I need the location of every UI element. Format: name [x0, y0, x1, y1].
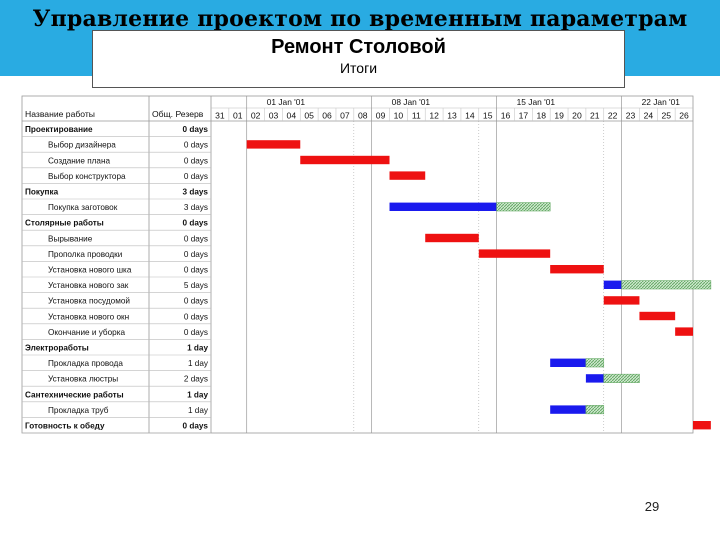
day-label: 26 [679, 111, 689, 121]
task-name: Окончание и уборка [48, 328, 125, 337]
day-label: 13 [447, 111, 457, 121]
day-label: 20 [572, 111, 582, 121]
column-header-slack: Общ. Резерв [152, 109, 204, 119]
day-label: 25 [661, 111, 671, 121]
task-name: Установка посудомой [48, 297, 130, 306]
task-name: Установка нового окн [48, 312, 129, 321]
task-slack: 1 day [187, 390, 208, 399]
task-name: Сантехнические работы [25, 389, 124, 399]
task-slack: 0 days [184, 172, 208, 181]
task-name: Столярные работы [25, 218, 104, 228]
task-slack: 0 days [184, 234, 208, 243]
task-slack: 3 days [184, 203, 208, 212]
critical-task-bar [550, 265, 604, 274]
slack-bar [603, 373, 640, 383]
critical-task-bar [603, 296, 640, 305]
task-name: Прокладка труб [48, 406, 109, 415]
task-bar [550, 358, 586, 367]
task-bar [550, 405, 586, 414]
critical-task-bar [425, 233, 479, 243]
task-name: Выбор конструктора [48, 172, 126, 181]
week-label: 22 Jan '01 [642, 97, 681, 107]
day-label: 10 [394, 111, 404, 121]
week-label: 08 Jan '01 [392, 97, 431, 107]
task-slack: 0 days [183, 219, 209, 228]
day-label: 31 [215, 111, 225, 121]
task-slack: 2 days [184, 375, 208, 384]
task-name: Проектирование [25, 125, 93, 134]
task-name: Электроработы [25, 343, 89, 353]
slack-bar [496, 202, 551, 212]
project-subtitle: Итоги [339, 60, 378, 76]
task-slack: 5 days [184, 281, 208, 290]
day-label: 17 [519, 111, 529, 121]
day-label: 04 [287, 111, 297, 121]
day-label: 02 [251, 111, 261, 121]
task-name: Установка нового шка [48, 266, 132, 275]
task-name: Создание плана [48, 156, 110, 165]
critical-task-bar [246, 140, 301, 149]
day-label: 08 [358, 111, 368, 121]
task-slack: 0 days [184, 312, 208, 321]
week-label: 15 Jan '01 [517, 97, 556, 107]
task-name: Покупка заготовок [48, 203, 118, 212]
day-label: 19 [554, 111, 564, 121]
day-label: 16 [501, 111, 511, 121]
task-slack: 0 days [184, 328, 208, 337]
day-label: 11 [412, 111, 421, 121]
task-name: Установка люстры [48, 375, 118, 384]
task-slack: 1 day [188, 406, 209, 415]
task-slack: 0 days [184, 156, 208, 165]
task-name: Установка нового зак [48, 281, 129, 290]
day-label: 05 [304, 111, 314, 121]
task-name: Готовность к обеду [25, 421, 105, 431]
slack-bar [585, 358, 605, 368]
column-header-name: Название работы [25, 109, 95, 119]
day-label: 07 [340, 111, 350, 121]
day-label: 24 [644, 111, 654, 121]
task-name: Выбор дизайнера [48, 141, 116, 150]
day-label: 09 [376, 111, 386, 121]
task-slack: 1 day [188, 359, 209, 368]
task-slack: 0 days [183, 125, 209, 134]
slack-bar [585, 405, 605, 415]
critical-task-bar [675, 327, 693, 336]
task-slack: 0 days [184, 266, 208, 275]
week-label: 01 Jan '01 [267, 97, 306, 107]
task-slack: 0 days [184, 297, 208, 306]
task-slack: 0 days [184, 141, 208, 150]
project-title: Ремонт Столовой [271, 36, 446, 58]
project-title-box: Ремонт Столовой Итоги [92, 30, 625, 88]
slack-bar [621, 280, 712, 290]
slide-title: Управление проектом по временным парамет… [32, 6, 688, 32]
task-slack: 0 days [183, 422, 209, 431]
day-label: 18 [536, 111, 546, 121]
day-label: 14 [465, 111, 475, 121]
task-name: Прокладка провода [48, 359, 123, 368]
task-slack: 0 days [184, 250, 208, 259]
day-label: 12 [429, 111, 439, 121]
day-label: 23 [626, 111, 636, 121]
day-label: 15 [483, 111, 493, 121]
task-name: Покупка [25, 188, 59, 197]
task-bar [389, 202, 497, 211]
task-bar [603, 280, 622, 289]
page-number: 29 [644, 499, 660, 514]
task-slack: 1 day [187, 344, 208, 353]
critical-task-bar [478, 249, 551, 258]
critical-task-bar [300, 155, 390, 165]
critical-task-bar [693, 421, 711, 430]
day-label: 03 [269, 111, 279, 121]
task-name: Вырывание [48, 234, 93, 243]
day-label: 01 [233, 111, 243, 121]
task-slack: 3 days [183, 188, 209, 197]
critical-task-bar [389, 171, 426, 180]
task-bar [585, 374, 604, 383]
day-label: 06 [322, 111, 332, 121]
day-label: 22 [608, 111, 618, 121]
critical-task-bar [639, 311, 676, 321]
day-label: 21 [590, 111, 600, 121]
task-name: Прополка проводки [48, 250, 122, 259]
